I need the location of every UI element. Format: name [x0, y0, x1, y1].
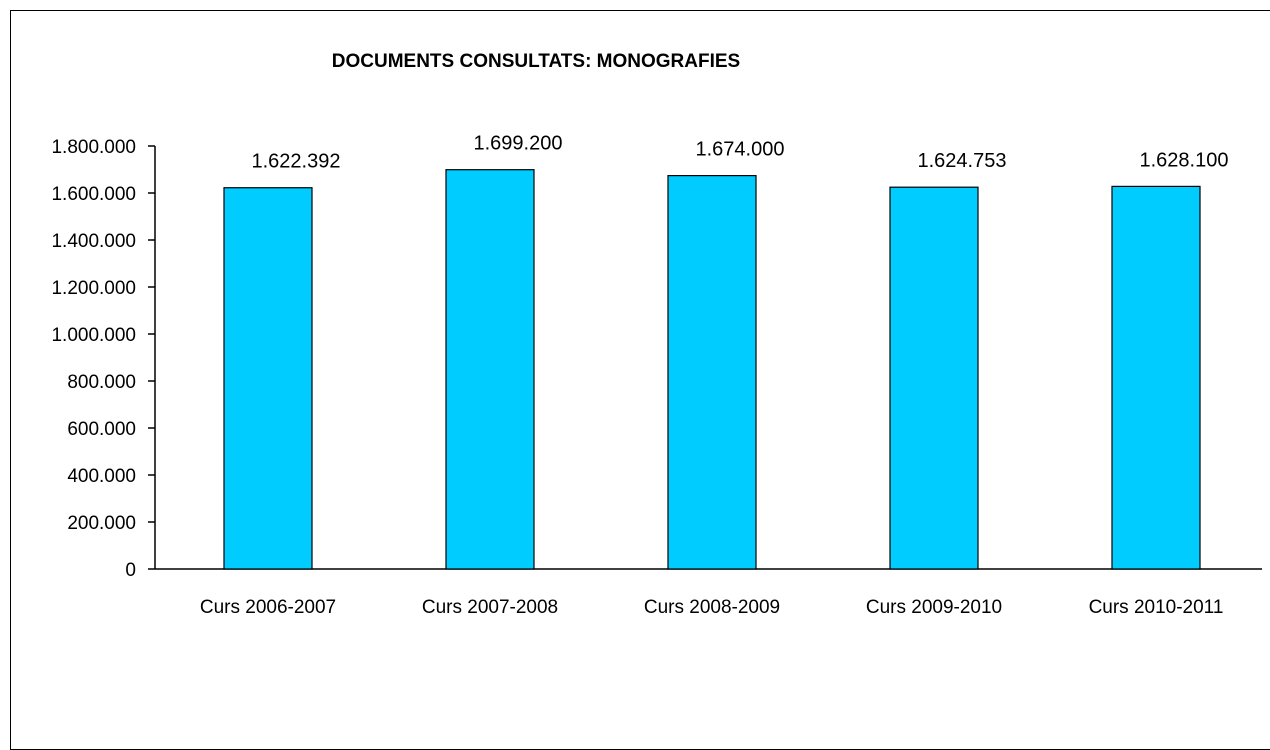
y-tick-label: 200.000 — [67, 513, 136, 534]
bar — [667, 175, 757, 570]
bar — [1111, 185, 1201, 570]
chart-frame — [10, 10, 1270, 750]
bar — [223, 187, 313, 570]
chart-title: DOCUMENTS CONSULTATS: MONOGRAFIES — [332, 51, 740, 72]
y-tick-label: 0 — [125, 560, 136, 581]
data-label: 1.622.392 — [252, 151, 341, 173]
y-tick-label: 1.600.000 — [51, 184, 136, 205]
bars — [223, 169, 1201, 570]
data-label: 1.624.753 — [918, 150, 1007, 172]
bar — [889, 186, 979, 570]
x-axis: Curs 2006-2007 Curs 2007-2008 Curs 2008-20… — [155, 568, 1262, 618]
data-label: 1.674.000 — [696, 139, 785, 161]
data-label: 1.628.100 — [1140, 149, 1229, 171]
y-tick-label: 400.000 — [67, 466, 136, 487]
y-tick-label: 800.000 — [67, 372, 136, 393]
x-tick-label: Curs 2006-2007 — [200, 597, 336, 618]
x-tick-label: Curs 2007-2008 — [422, 597, 558, 618]
y-tick-label: 1.000.000 — [51, 325, 136, 346]
y-tick-label: 1.400.000 — [51, 231, 136, 252]
bar — [445, 169, 535, 570]
x-tick-label: Curs 2010-2011 — [1089, 597, 1224, 618]
data-labels: 1.622.392 1.699.200 1.674.000 1.624.753 1.62… — [252, 133, 1229, 173]
data-label: 1.699.200 — [474, 133, 563, 155]
y-tick-label: 600.000 — [67, 419, 136, 440]
x-tick-label: Curs 2008-2009 — [644, 597, 780, 618]
x-tick-label: Curs 2009-2010 — [866, 597, 1002, 618]
y-tick-label: 1.200.000 — [51, 278, 136, 299]
y-axis: 0 200.000 400.000 600.000 800.000 1.000.000 1.… — [51, 137, 156, 581]
y-tick-label: 1.800.000 — [51, 137, 136, 158]
